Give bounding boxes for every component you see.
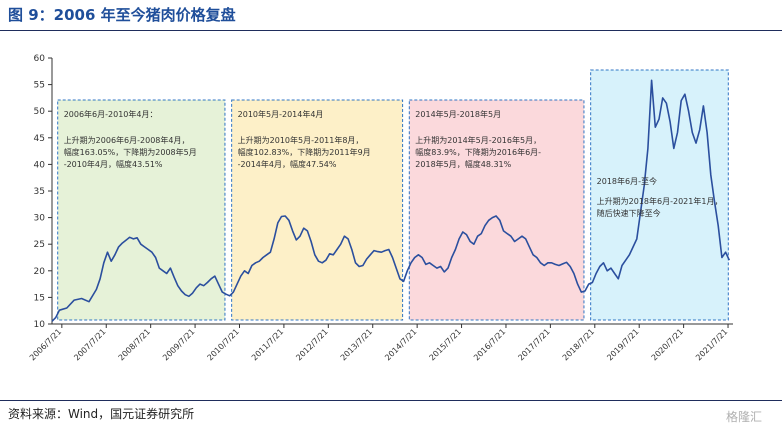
period-1-note-line: 上升期为2006年6月-2008年4月，	[63, 136, 190, 145]
period-2-title: 2010年5月-2014年4月	[237, 110, 324, 119]
period-2-note-line: -2014年4月，幅度47.54%	[237, 160, 337, 169]
x-tick-label: 2010/7/21	[206, 327, 241, 362]
period-box-4	[590, 69, 729, 321]
period-4-title: 2018年6月-至今	[596, 177, 657, 186]
period-1-title: 2006年6月-2010年4月：	[63, 110, 158, 119]
x-tick-label: 2020/7/21	[650, 327, 685, 362]
x-tick-label: 2017/7/21	[516, 327, 551, 362]
y-tick-label: 15	[34, 293, 45, 303]
period-3-title: 2014年5月-2018年5月	[415, 110, 502, 119]
pork-price-chart: 10 15 20 25 30 35 40 45 50 55 60 2006/7/21 2007/7/21…	[28, 54, 733, 362]
period-4-note-line: 上升期为2018年6月-2021年1月，	[596, 197, 723, 206]
y-tick-label: 10	[34, 320, 46, 330]
top-rule	[0, 30, 782, 31]
y-tick-label: 50	[34, 107, 46, 117]
period-3-note-line: 上升期为2014年5月-2016年5月，	[415, 136, 542, 145]
watermark-logo: 格隆汇	[725, 410, 762, 424]
y-tick-label: 25	[34, 240, 45, 250]
y-tick-label: 20	[34, 267, 46, 277]
bottom-rule	[0, 400, 782, 401]
x-tick-label: 2014/7/21	[383, 327, 418, 362]
x-tick-label: 2008/7/21	[117, 327, 152, 362]
period-2-note-line: 幅度102.83%，下降期为2011年9月	[237, 148, 371, 157]
y-tick-label: 30	[34, 214, 46, 224]
x-tick-label: 2021/7/21	[694, 327, 729, 362]
period-3-note-line: 幅度83.9%，下降期为2016年6月-	[415, 148, 542, 157]
period-box-3	[408, 99, 585, 321]
period-1-note-line: 幅度163.05%，下降期为2008年5月	[63, 148, 197, 157]
source-note: 资料来源：Wind，国元证券研究所	[8, 407, 195, 421]
price-series-line	[51, 79, 731, 322]
period-3-note-line: 2018年5月，幅度48.31%	[415, 160, 512, 169]
x-tick-label: 2013/7/21	[339, 327, 374, 362]
y-tick-label: 40	[34, 160, 46, 170]
x-tick-label: 2019/7/21	[605, 327, 640, 362]
y-tick-label: 60	[34, 54, 46, 64]
y-tick-label: 45	[34, 134, 45, 144]
x-tick-label: 2015/7/21	[428, 327, 463, 362]
x-tick-label: 2007/7/21	[72, 327, 107, 362]
period-1-note-line: -2010年4月，幅度43.51%	[63, 160, 163, 169]
period-4-note-line: 随后快速下降至今	[596, 209, 661, 218]
period-2-note-line: 上升期为2010年5月-2011年8月，	[237, 136, 364, 145]
x-tick-label: 2009/7/21	[161, 327, 196, 362]
x-tick-label: 2018/7/21	[561, 327, 596, 362]
figure-title: 图 9：2006 年至今猪肉价格复盘	[8, 6, 236, 24]
period-box-1	[57, 99, 226, 321]
period-box-2	[231, 99, 404, 321]
x-tick-label: 2006/7/21	[28, 327, 63, 362]
y-tick-label: 55	[34, 81, 45, 91]
x-tick-label: 2011/7/21	[250, 327, 285, 362]
x-tick-label: 2016/7/21	[472, 327, 507, 362]
y-tick-label: 35	[34, 187, 45, 197]
x-tick-label: 2012/7/21	[294, 327, 329, 362]
